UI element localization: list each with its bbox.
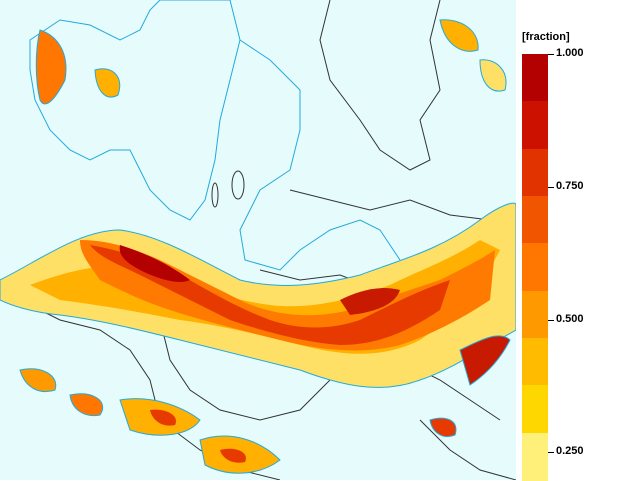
plume-field — [0, 19, 516, 474]
gotland-island — [231, 170, 245, 200]
border-lines-1 — [289, 189, 516, 221]
legend-swatch — [522, 432, 548, 481]
map-panel — [0, 0, 516, 480]
legend-swatch — [522, 290, 548, 339]
map-image — [0, 0, 516, 480]
legend-label: 0.500 — [556, 313, 584, 325]
legend-tick — [548, 54, 554, 55]
color-scale-bar — [522, 54, 548, 481]
legend-swatch — [522, 385, 548, 434]
legend-swatch — [522, 196, 548, 244]
legend-swatch — [522, 148, 548, 197]
legend-title: [fraction] — [522, 31, 570, 43]
legend: [fraction] 1.000 0.750 0.500 0.250 — [516, 0, 640, 481]
legend-tick — [548, 320, 554, 321]
legend-label: 1.000 — [556, 47, 584, 59]
legend-swatch — [522, 243, 548, 292]
legend-swatch — [522, 338, 548, 386]
border-lines-6 — [419, 419, 516, 480]
legend-label: 0.750 — [556, 180, 584, 192]
finland-border — [319, 0, 441, 171]
legend-label: 0.250 — [556, 445, 584, 457]
scandinavia-coast — [29, 0, 241, 221]
legend-swatch — [522, 101, 548, 150]
legend-tick — [548, 187, 554, 188]
legend-tick — [548, 452, 554, 453]
legend-swatch — [522, 54, 548, 102]
oland-island — [211, 182, 219, 208]
baltic-coast — [239, 39, 401, 271]
